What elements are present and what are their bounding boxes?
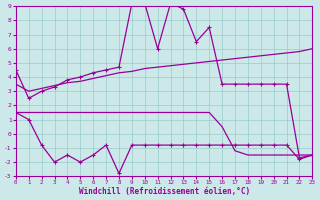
X-axis label: Windchill (Refroidissement éolien,°C): Windchill (Refroidissement éolien,°C) (78, 187, 250, 196)
